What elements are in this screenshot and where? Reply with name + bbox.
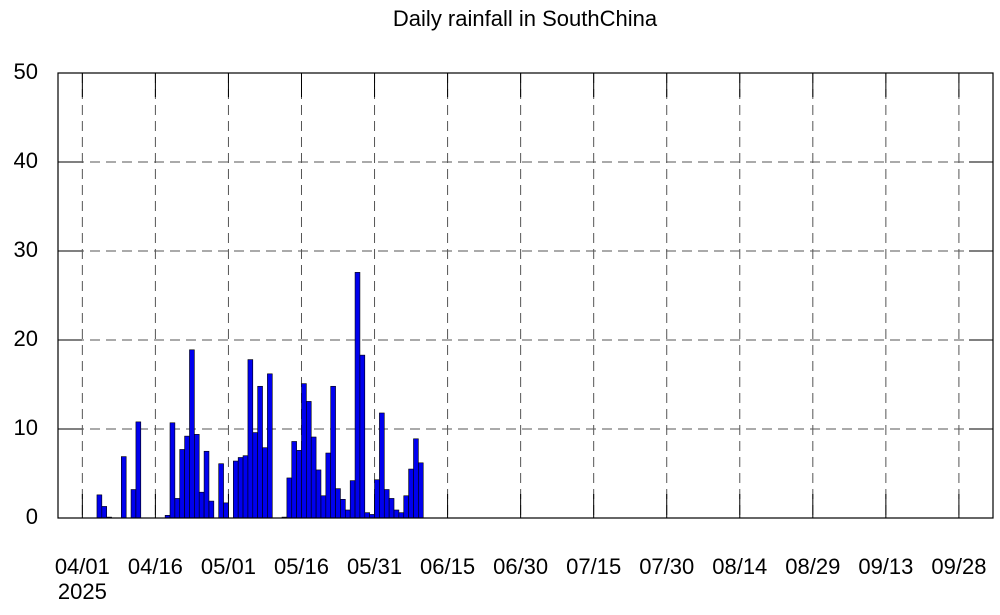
y-tick-label: 30 xyxy=(14,237,38,262)
x-tick-label: 05/16 xyxy=(274,554,329,579)
bar xyxy=(325,452,332,519)
bar xyxy=(354,272,361,519)
plot-frame xyxy=(57,72,994,519)
x-tick-label: 04/01 xyxy=(55,554,110,579)
y-tick-label: 40 xyxy=(14,148,38,173)
x-tick-label: 05/01 xyxy=(201,554,256,579)
bar xyxy=(330,385,336,519)
bar xyxy=(393,509,400,519)
bar xyxy=(194,434,200,519)
bar xyxy=(310,436,317,519)
y-tick-label: 50 xyxy=(14,59,38,84)
bar xyxy=(179,449,185,519)
x-tick-label: 06/15 xyxy=(420,554,475,579)
bar xyxy=(267,373,273,519)
y-tick-label: 20 xyxy=(14,326,38,351)
bar xyxy=(218,463,224,519)
x-tick-label: 09/13 xyxy=(858,554,913,579)
bar xyxy=(203,450,210,519)
bar xyxy=(291,441,297,519)
bar xyxy=(242,455,249,519)
bar xyxy=(262,447,268,519)
bar xyxy=(374,479,380,519)
y-tick-label: 0 xyxy=(26,504,38,529)
bar xyxy=(315,469,322,519)
bar xyxy=(189,349,195,519)
bar xyxy=(223,502,229,519)
bar xyxy=(403,495,409,519)
bar xyxy=(359,354,366,519)
bar xyxy=(335,488,341,519)
bar xyxy=(418,462,424,519)
bar xyxy=(388,498,395,519)
bar xyxy=(398,512,405,519)
bar xyxy=(96,494,103,519)
bar xyxy=(174,498,181,519)
bar xyxy=(121,456,127,519)
bar xyxy=(345,509,351,519)
bar xyxy=(306,401,312,519)
bar xyxy=(379,412,385,519)
x-tick-label: 08/14 xyxy=(712,554,767,579)
bar xyxy=(408,468,414,519)
bar xyxy=(169,422,176,519)
bar xyxy=(413,438,419,519)
x-year-label: 2025 xyxy=(58,579,107,604)
bar xyxy=(130,489,137,519)
x-tick-label: 06/30 xyxy=(493,554,548,579)
bar xyxy=(135,421,142,519)
bar xyxy=(184,435,190,519)
x-tick-label: 07/15 xyxy=(566,554,621,579)
y-tick-label: 10 xyxy=(14,415,38,440)
bar xyxy=(101,506,107,519)
bar xyxy=(252,432,258,519)
bar xyxy=(320,495,327,519)
bar xyxy=(349,480,356,519)
x-tick-label: 07/30 xyxy=(639,554,694,579)
bar xyxy=(301,383,307,519)
x-tick-label: 09/28 xyxy=(931,554,986,579)
bar xyxy=(237,457,244,519)
bar xyxy=(208,500,215,519)
bar xyxy=(364,512,370,519)
x-tick-label: 04/16 xyxy=(128,554,183,579)
bar xyxy=(233,460,239,519)
bar xyxy=(257,385,263,519)
chart-title: Daily rainfall in SouthChina xyxy=(393,6,658,31)
bar xyxy=(383,489,390,519)
x-tick-label: 05/31 xyxy=(347,554,402,579)
bar xyxy=(198,491,205,519)
bar xyxy=(247,359,254,519)
x-tick-label: 08/29 xyxy=(785,554,840,579)
bar xyxy=(286,477,293,519)
bar xyxy=(340,499,346,519)
bar xyxy=(296,450,302,519)
